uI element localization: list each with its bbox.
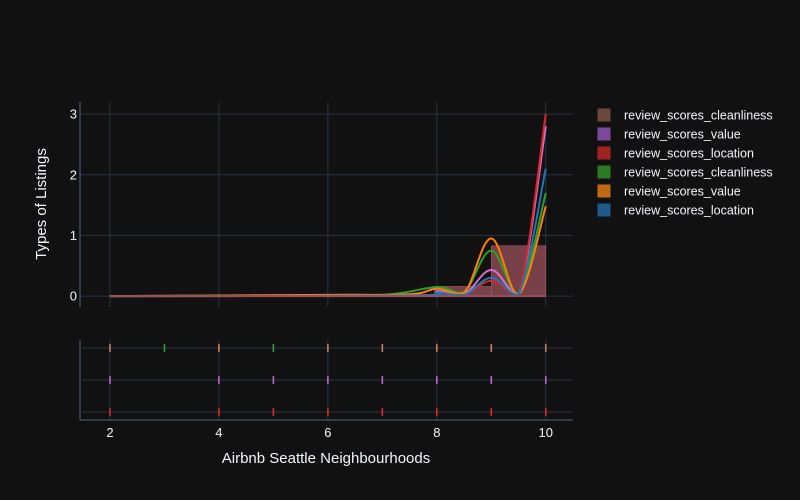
y-tick-label: 1 [70, 228, 77, 243]
legend-item: review_scores_location [597, 146, 754, 161]
x-tick-label: 8 [433, 425, 440, 440]
legend-swatch [597, 203, 611, 217]
legend-swatch [597, 108, 611, 122]
x-tick-label: 4 [215, 425, 222, 440]
x-tick-label: 10 [539, 425, 553, 440]
x-tick-label: 2 [106, 425, 113, 440]
legend-swatch [597, 146, 611, 160]
y-tick-label: 3 [70, 107, 77, 122]
legend-item: review_scores_value [597, 127, 741, 142]
legend-item: review_scores_cleanliness [597, 165, 773, 180]
legend: review_scores_cleanliness review_scores_v… [597, 108, 773, 218]
legend-label: review_scores_value [624, 185, 741, 199]
legend-label: review_scores_location [624, 204, 754, 218]
axis-ticks: 2 4 6 8 10 0 1 2 3 [70, 107, 553, 440]
rug-plot-area [80, 344, 573, 416]
y-tick-label: 0 [70, 289, 77, 304]
legend-label: review_scores_location [624, 147, 754, 161]
legend-label: review_scores_cleanliness [624, 166, 773, 180]
y-axis-title: Types of Listings [33, 148, 50, 260]
main-plot-area [109, 113, 547, 298]
x-axis-title: Airbnb Seattle Neighbourhoods [222, 450, 430, 467]
legend-item: review_scores_location [597, 203, 754, 218]
legend-label: review_scores_cleanliness [624, 109, 773, 123]
legend-swatch [597, 127, 611, 141]
legend-swatch [597, 165, 611, 179]
legend-label: review_scores_value [624, 128, 741, 142]
legend-item: review_scores_cleanliness [597, 108, 773, 123]
x-tick-label: 6 [324, 425, 331, 440]
y-tick-label: 2 [70, 167, 77, 182]
legend-swatch [597, 184, 611, 198]
legend-item: review_scores_value [597, 184, 741, 199]
